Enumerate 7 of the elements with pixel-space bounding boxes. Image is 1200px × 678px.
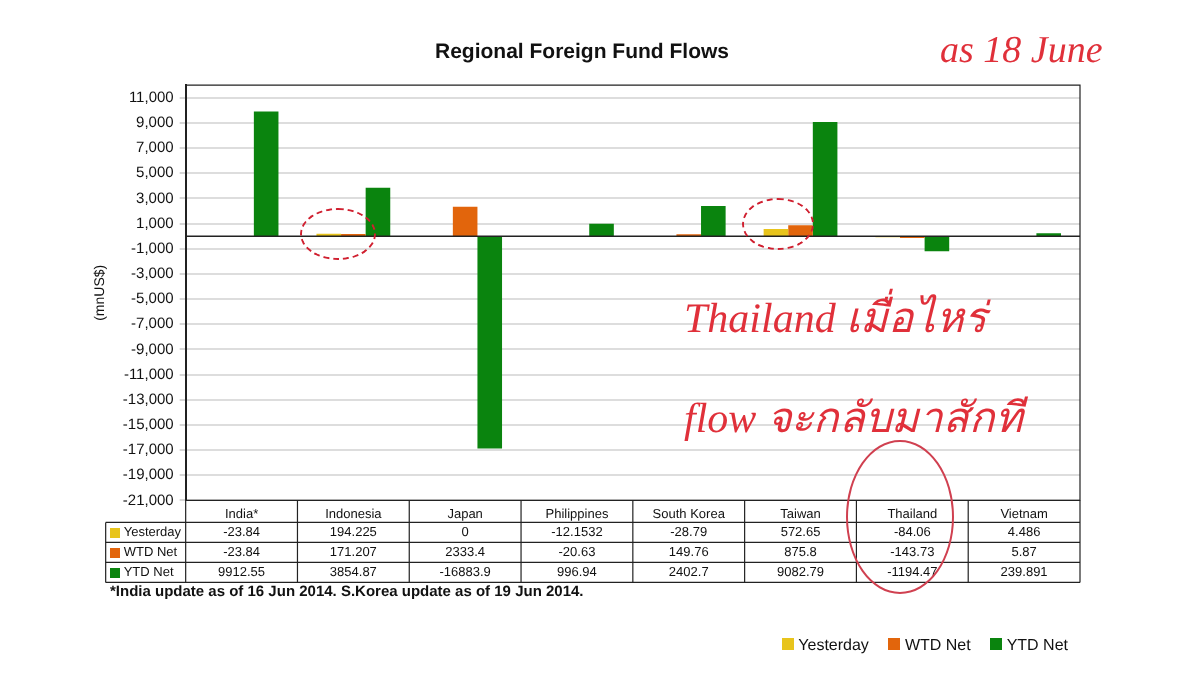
text: as 18 June (940, 30, 1103, 74)
chart-title: Regional Foreign Fund Flows (435, 40, 730, 65)
annotation: flow จะกลับมาสักที (684, 392, 1023, 446)
text: WTD Net (904, 636, 971, 654)
text: Yesterday (798, 636, 869, 654)
annotation: Thailand เมื่อไหร่ (684, 286, 987, 346)
text: YTD Net (1006, 636, 1068, 654)
